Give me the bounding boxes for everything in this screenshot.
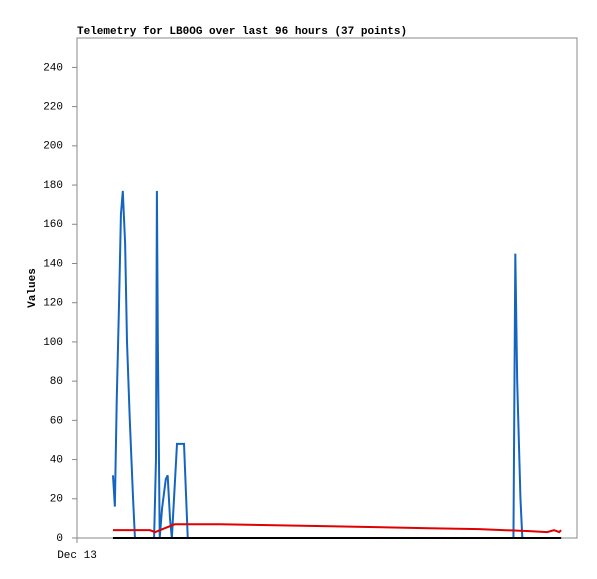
y-tick-label: 0	[56, 533, 63, 545]
y-tick-label: 120	[43, 298, 63, 310]
y-tick-label: 220	[43, 102, 63, 114]
series-line	[111, 190, 562, 539]
y-tick-label: 20	[50, 494, 63, 506]
y-tick-label: 180	[43, 180, 63, 192]
y-tick-label: 100	[43, 337, 63, 349]
y-tick-label: 240	[43, 62, 63, 74]
x-tick-label: Dec 13	[57, 550, 97, 562]
y-tick-label: 40	[50, 454, 63, 466]
y-tick-label: 80	[50, 376, 63, 388]
y-axis-label: Values	[27, 268, 39, 308]
y-tick-label: 140	[43, 258, 63, 270]
series-line	[112, 523, 562, 534]
y-tick-label: 60	[50, 415, 63, 427]
y-tick-label: 200	[43, 141, 63, 153]
chart-title: Telemetry for LB0OG over last 96 hours (…	[77, 26, 407, 38]
y-tick-label: 160	[43, 219, 63, 231]
